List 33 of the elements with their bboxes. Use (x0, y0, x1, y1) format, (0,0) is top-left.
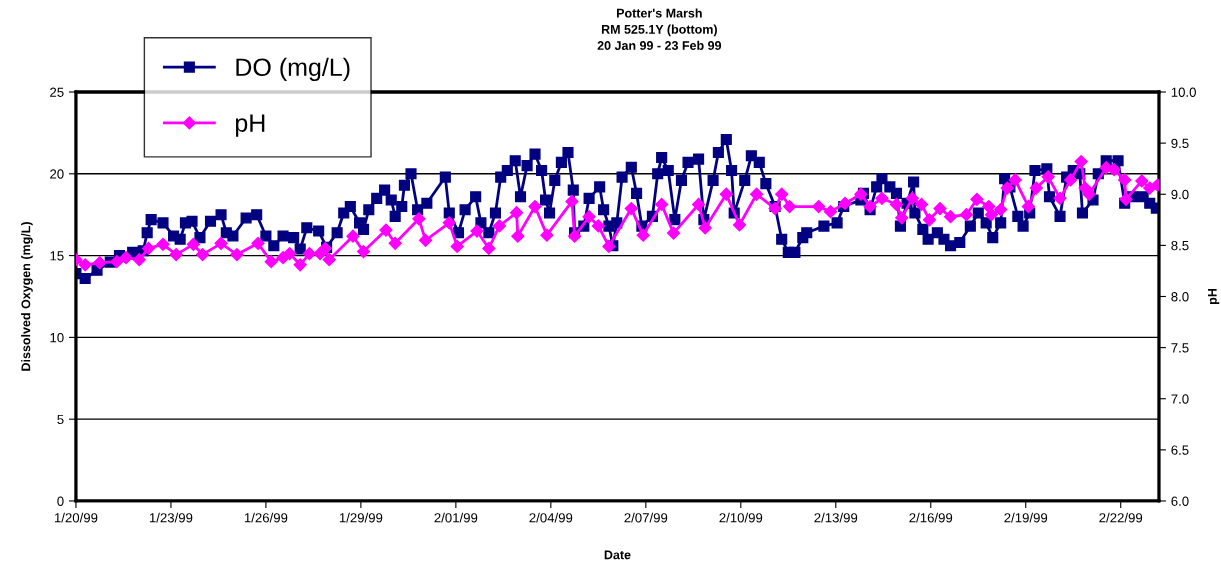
x-axis-title: Date (604, 550, 631, 560)
x-tick-label: 2/04/99 (529, 512, 573, 523)
x-tick-label: 2/07/99 (624, 512, 668, 523)
y2-tick-label: 6.0 (1171, 496, 1189, 506)
x-tick-label: 1/23/99 (149, 512, 193, 523)
y-tick-label: 15 (50, 251, 64, 261)
y2-tick-label: 9.0 (1171, 189, 1189, 200)
x-tick-label: 2/13/99 (814, 512, 858, 523)
y-axis-title: Dissolved Oxygen (mg/L) (21, 222, 33, 371)
y-tick-label: 0 (57, 496, 64, 506)
y-tick-label: 25 (50, 87, 64, 97)
y2-tick-label: 8.0 (1171, 292, 1189, 302)
y-tick-label: 10 (50, 332, 64, 343)
x-tick-label: 1/29/99 (339, 512, 383, 523)
y2-tick-label: 6.5 (1171, 445, 1189, 455)
y2-tick-label: 7.5 (1171, 343, 1189, 353)
y2-tick-label: 9.5 (1171, 138, 1189, 149)
x-tick-label: 1/26/99 (244, 512, 288, 523)
y-tick-label: 5 (57, 414, 64, 425)
y-tick-label: 20 (50, 169, 64, 179)
legend-label: DO (mg/L) (236, 57, 350, 82)
y2-tick-label: 8.5 (1171, 240, 1189, 251)
x-tick-label: 2/16/99 (909, 512, 953, 523)
x-tick-label: 2/19/99 (1004, 512, 1048, 523)
x-tick-label: 1/20/99 (54, 512, 98, 523)
y2-tick-label: 7.0 (1171, 394, 1189, 404)
legend-label: pH (235, 114, 265, 137)
y2-axis-title: pH (1208, 289, 1220, 304)
chart-title: Potter's Marsh RM 525.1Y (bottom) 20 Jan 99 - 23 Feb 99 (597, 8, 722, 50)
y2-tick-label: 10.0 (1171, 87, 1196, 97)
x-tick-label: 2/10/99 (719, 512, 763, 523)
x-tick-label: 2/01/99 (434, 512, 478, 523)
x-tick-label: 2/22/99 (1099, 512, 1143, 523)
